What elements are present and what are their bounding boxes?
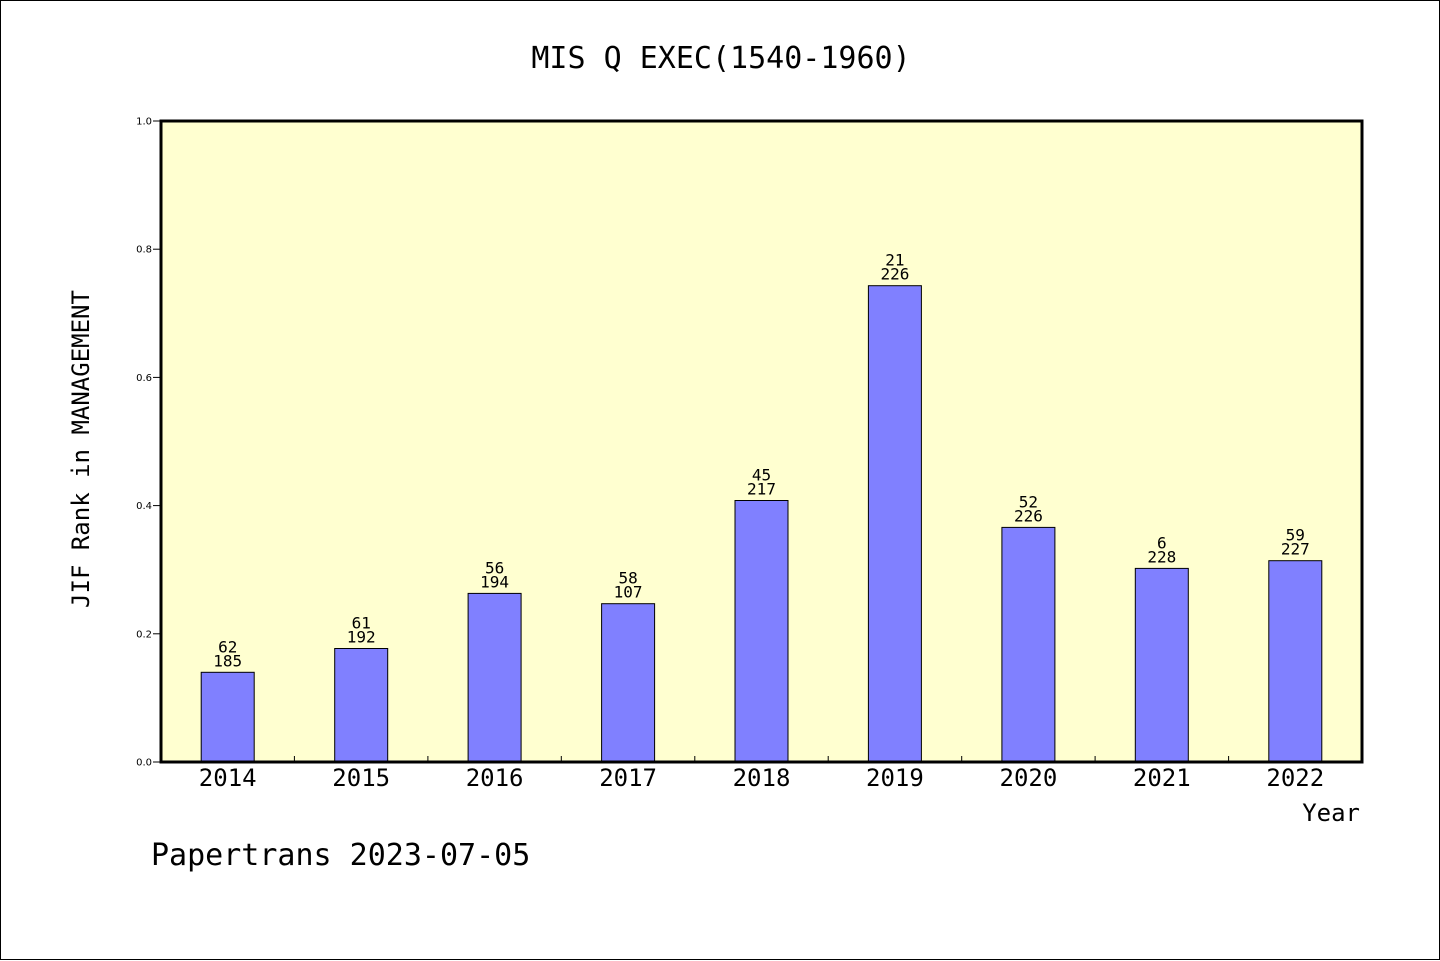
x-tick-label: 2017 xyxy=(599,764,657,792)
bar-rank-label: 45 xyxy=(752,466,771,485)
bar-total-label: 228 xyxy=(1147,547,1176,566)
y-tick-label: 0.2 xyxy=(136,629,152,640)
x-tick-label: 2014 xyxy=(199,764,257,792)
bar-rank-label: 62 xyxy=(218,637,237,656)
bar-2016 xyxy=(467,592,522,763)
bar-2022 xyxy=(1268,560,1323,763)
y-tick-label: 1.0 xyxy=(136,117,152,128)
bar-2019 xyxy=(867,285,922,763)
bar-total-label: 227 xyxy=(1281,540,1310,559)
bar-total-label: 217 xyxy=(747,480,776,499)
bar-total-label: 107 xyxy=(614,583,643,602)
bar-rank-label: 6 xyxy=(1157,533,1167,552)
y-tick-label: 0.0 xyxy=(136,758,152,769)
y-axis: 0.0 0.2 0.4 0.6 0.8 1.0 xyxy=(136,117,161,769)
bar-total-label: 226 xyxy=(1014,506,1043,525)
bar-total-label: 226 xyxy=(880,265,909,284)
footer-credit: Papertrans 2023-07-05 xyxy=(151,838,530,873)
bar-2018 xyxy=(734,500,789,763)
bar-total-label: 194 xyxy=(480,572,509,591)
x-tick-label: 2018 xyxy=(733,764,791,792)
bar-series xyxy=(200,285,1323,763)
x-axis: 2014 2015 2016 2017 2018 2019 2020 2021 2022 xyxy=(199,756,1324,792)
bar-total-label: 192 xyxy=(347,628,376,647)
bar-rank-label: 61 xyxy=(352,614,371,633)
bar-2021 xyxy=(1134,567,1189,763)
bar-rank-label: 52 xyxy=(1019,492,1038,511)
bar-rank-label: 21 xyxy=(885,251,904,270)
y-tick-label: 0.6 xyxy=(136,373,152,384)
plot-border xyxy=(159,119,1364,764)
x-tick-label: 2020 xyxy=(1000,764,1058,792)
x-tick-label: 2015 xyxy=(332,764,390,792)
chart-title: MIS Q EXEC(1540-1960) xyxy=(531,41,910,76)
x-tick-label: 2016 xyxy=(466,764,524,792)
y-tick-label: 0.4 xyxy=(136,501,152,512)
x-tick-label: 2021 xyxy=(1133,764,1191,792)
bar-2020 xyxy=(1001,526,1056,763)
x-tick-label: 2022 xyxy=(1266,764,1324,792)
x-axis-title: Year xyxy=(1302,799,1360,827)
bar-total-label: 185 xyxy=(213,651,242,670)
bar-rank-label: 56 xyxy=(485,558,504,577)
bar-2017 xyxy=(601,603,656,763)
x-tick-label: 2019 xyxy=(866,764,924,792)
bar-rank-label: 59 xyxy=(1286,526,1305,545)
bar-2015 xyxy=(334,648,389,763)
y-tick-label: 0.8 xyxy=(136,245,152,256)
bar-rank-label: 58 xyxy=(618,569,637,588)
bar-2014 xyxy=(200,671,255,763)
y-axis-title: JIF Rank in MANAGEMENT xyxy=(67,290,95,608)
